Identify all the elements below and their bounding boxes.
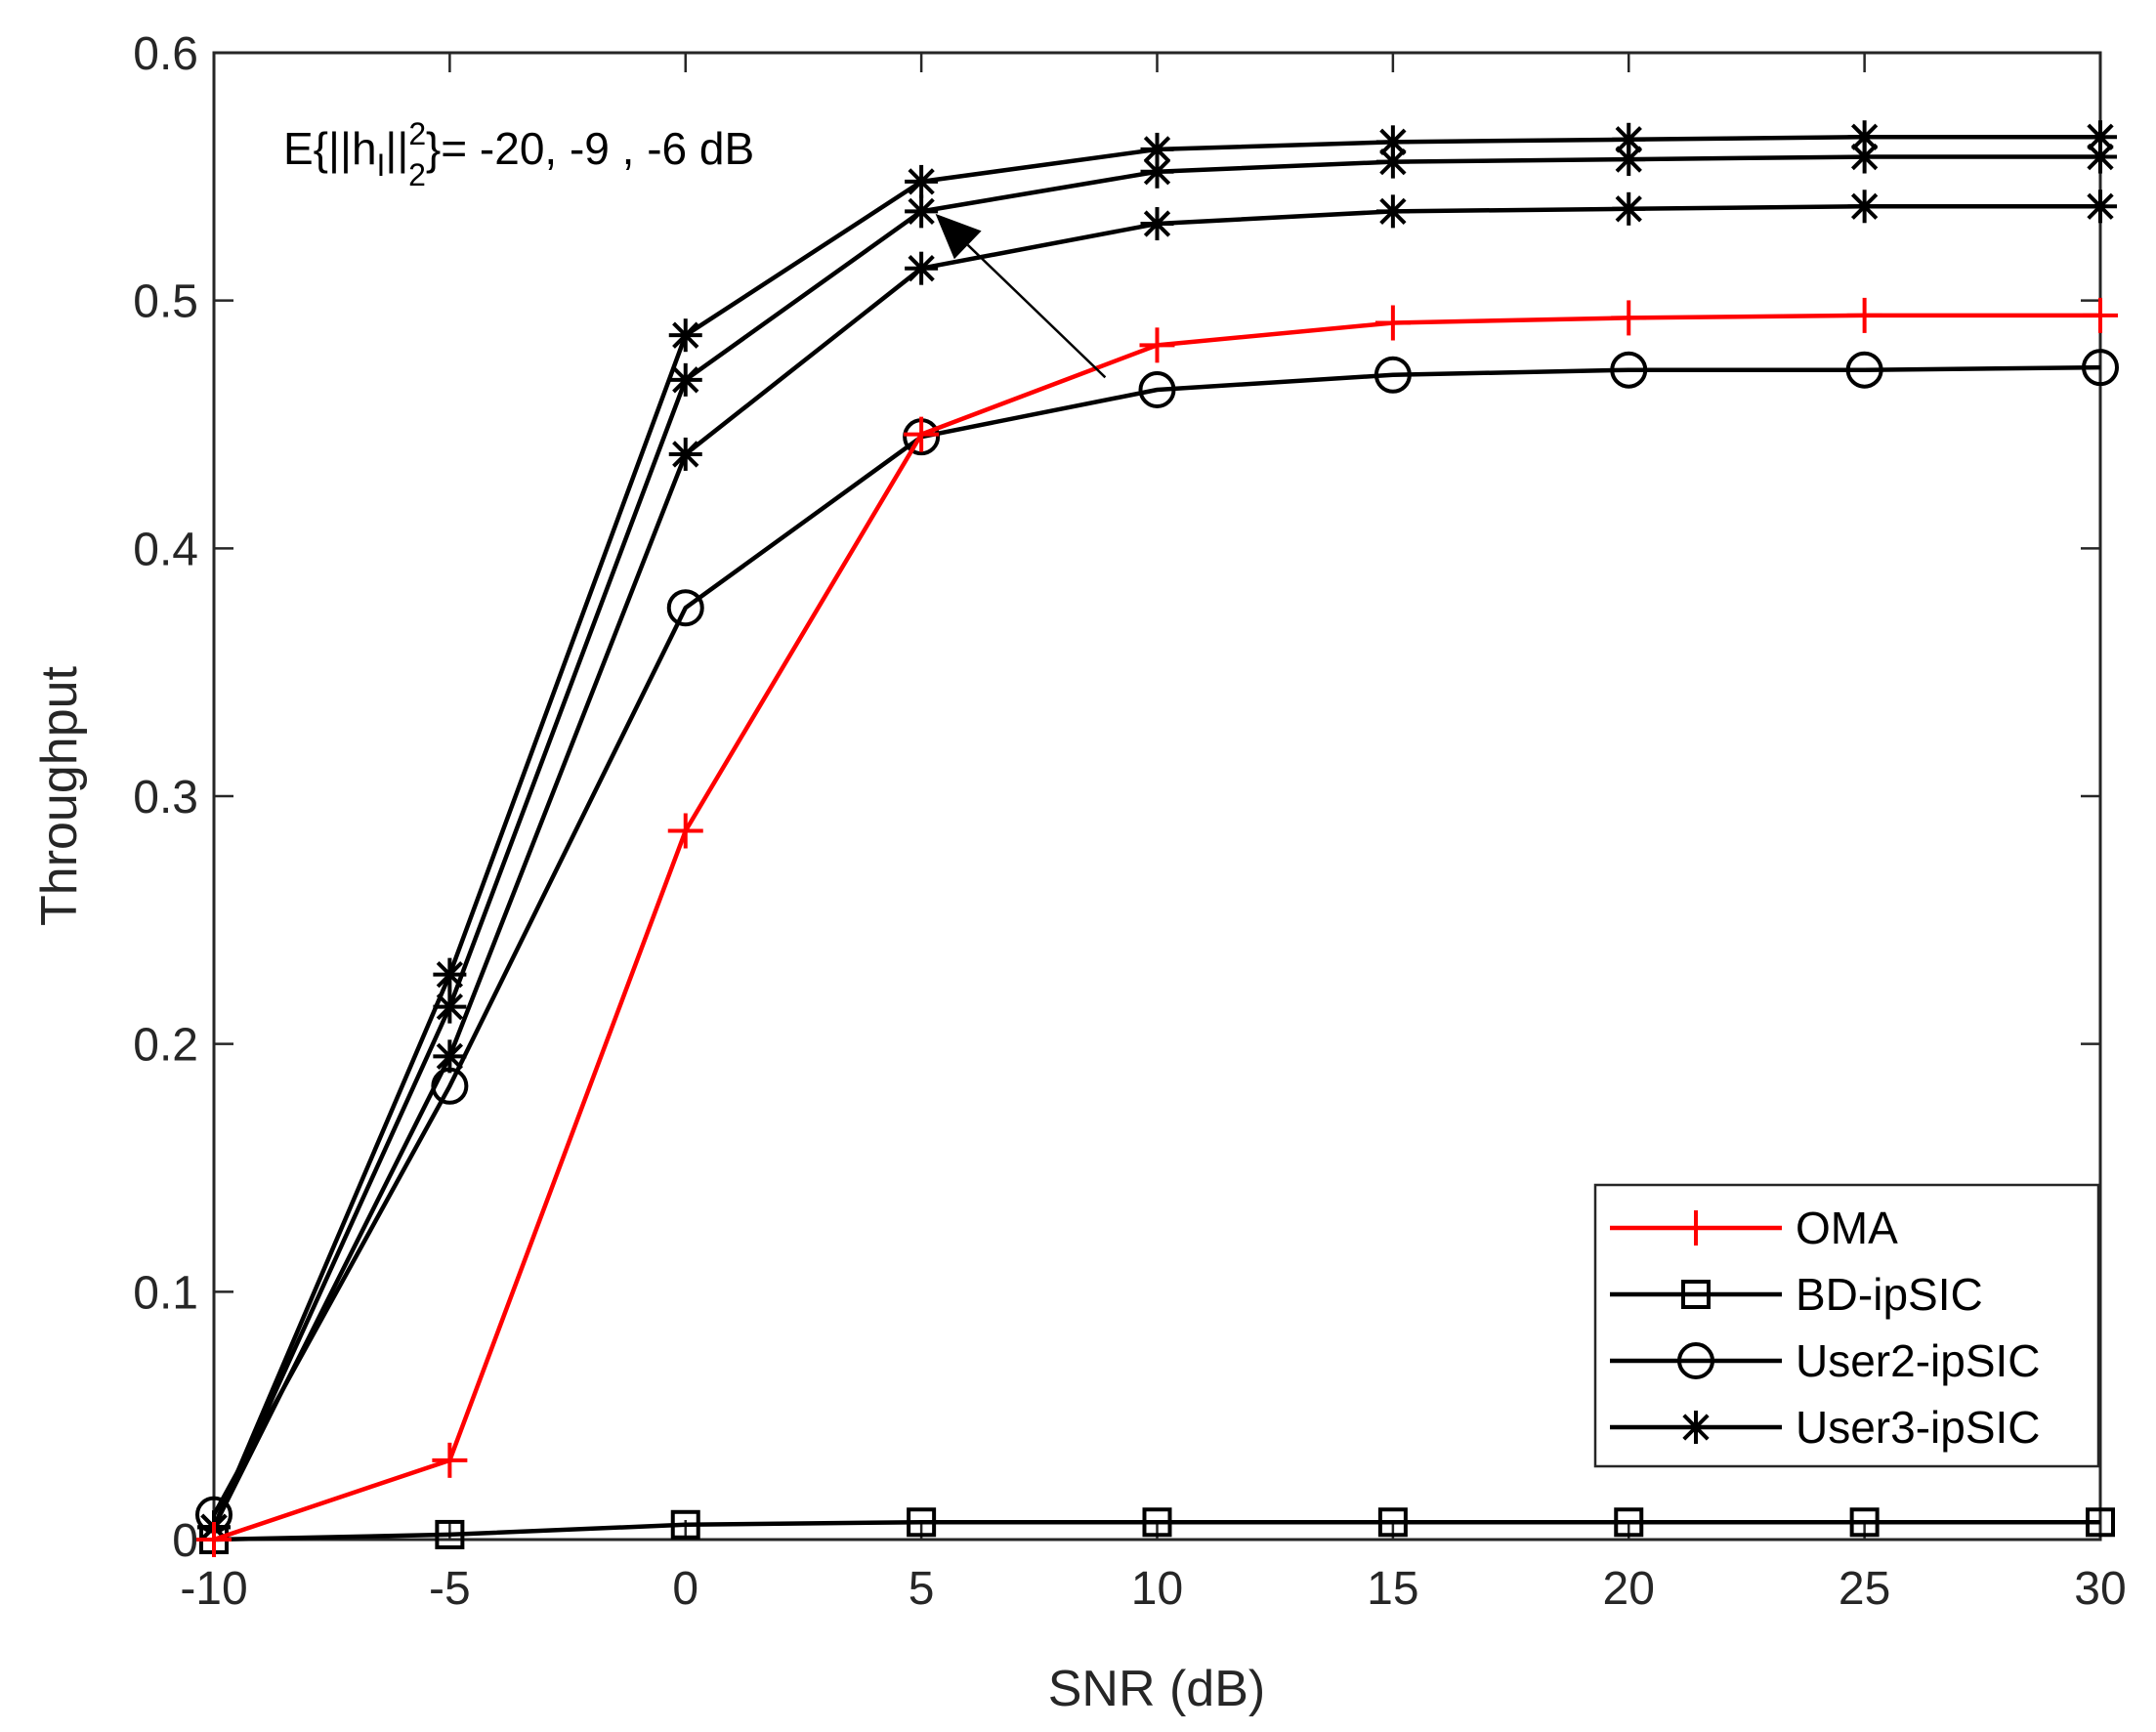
legend-marker [1677, 1342, 1714, 1379]
data-point [1139, 327, 1175, 363]
data-point [904, 416, 940, 452]
data-point [666, 589, 704, 627]
data-point [1138, 370, 1176, 408]
x-tick-label: 0 [672, 1563, 698, 1615]
legend-label: User2-ipSIC [1796, 1335, 2041, 1386]
data-point [668, 437, 702, 471]
x-tick-label: 25 [1839, 1563, 1890, 1615]
series-oma [196, 297, 2118, 1557]
legend: OMA BD-ipSIC User2-ipSIC User3-ipSIC [1593, 1183, 2100, 1468]
data-point [1374, 305, 1411, 341]
data-point [1142, 1507, 1172, 1538]
y-axis-label: Throughput [31, 665, 88, 926]
data-point [1375, 125, 1410, 159]
data-point [2082, 349, 2119, 387]
data-point [196, 1522, 232, 1557]
arrow-head [935, 213, 982, 260]
y-tick-label: 0.5 [133, 276, 198, 328]
data-point [1847, 190, 1881, 224]
legend-label: User3-ipSIC [1796, 1402, 2041, 1453]
y-tick-label: 0.4 [133, 524, 198, 575]
legend-marker [1681, 1280, 1711, 1309]
data-point [2086, 1507, 2115, 1538]
data-point [1140, 132, 1174, 166]
data-point [668, 318, 702, 353]
series-user3-ipsic-6-db [197, 120, 2117, 1544]
x-tick-label: 20 [1603, 1563, 1655, 1615]
series-user3-ipsic-9-db [197, 140, 2117, 1544]
data-point [1847, 120, 1881, 154]
series-line [212, 364, 2101, 1516]
series-user3-ipsic [197, 190, 2117, 1544]
data-point [1375, 194, 1410, 229]
data-point [667, 813, 703, 849]
data-point [433, 1039, 467, 1074]
legend-marker [1678, 1210, 1713, 1246]
annotation-arrow [935, 213, 1107, 379]
data-point [1611, 300, 1647, 336]
data-point [1610, 351, 1648, 389]
axis-tick-labels: -10 -5 0 5 10 15 20 25 30 0 0.1 0.2 0.3 0.4 0.5 0.6 [133, 28, 2126, 1615]
x-tick-label: 10 [1131, 1563, 1183, 1615]
x-axis-label: SNR (dB) [1048, 1661, 1265, 1717]
x-tick-label: 15 [1367, 1563, 1418, 1615]
data-point [1612, 122, 1646, 156]
data-point [668, 362, 702, 397]
data-point [1377, 1507, 1408, 1538]
legend-item: User2-ipSIC [1610, 1335, 2041, 1386]
data-point [433, 957, 467, 992]
x-tick-label: 5 [909, 1563, 935, 1615]
legend-item: BD-ipSIC [1610, 1269, 1983, 1320]
y-tick-label: 0 [172, 1515, 198, 1567]
series-line [213, 1519, 2100, 1542]
data-point [905, 164, 939, 198]
data-point [1845, 351, 1883, 389]
data-point [1140, 207, 1174, 241]
data-point [1849, 1507, 1880, 1538]
data-point [905, 194, 939, 229]
legend-label: BD-ipSIC [1796, 1269, 1983, 1320]
data-point [432, 1442, 468, 1478]
data-point [1846, 297, 1882, 333]
y-tick-label: 0.3 [133, 772, 198, 824]
y-tick-label: 0.6 [133, 28, 198, 80]
arrow-shaft [966, 243, 1107, 379]
legend-item: OMA [1610, 1203, 1898, 1253]
legend-item: User3-ipSIC [1610, 1402, 2041, 1453]
data-point [435, 1519, 465, 1549]
annotation-text: E{||hI||2 2}= -20, -9 , -6 dB [283, 116, 754, 192]
x-tick-label: -10 [180, 1563, 247, 1615]
y-tick-label: 0.2 [133, 1020, 198, 1072]
data-point [670, 1509, 700, 1540]
data-point [905, 251, 939, 285]
legend-label: OMA [1796, 1203, 1898, 1253]
legend-marker [1679, 1411, 1712, 1444]
data-point [907, 1507, 937, 1538]
series-layer [195, 120, 2119, 1557]
data-point [1612, 191, 1646, 226]
y-tick-label: 0.1 [133, 1267, 198, 1319]
data-point [2084, 120, 2117, 154]
data-point [1614, 1507, 1644, 1538]
data-point [2084, 190, 2117, 224]
data-point [1374, 356, 1412, 394]
x-tick-label: 30 [2074, 1563, 2126, 1615]
data-point [2083, 297, 2118, 333]
legend-box [1593, 1183, 2100, 1468]
x-tick-label: -5 [429, 1563, 471, 1615]
